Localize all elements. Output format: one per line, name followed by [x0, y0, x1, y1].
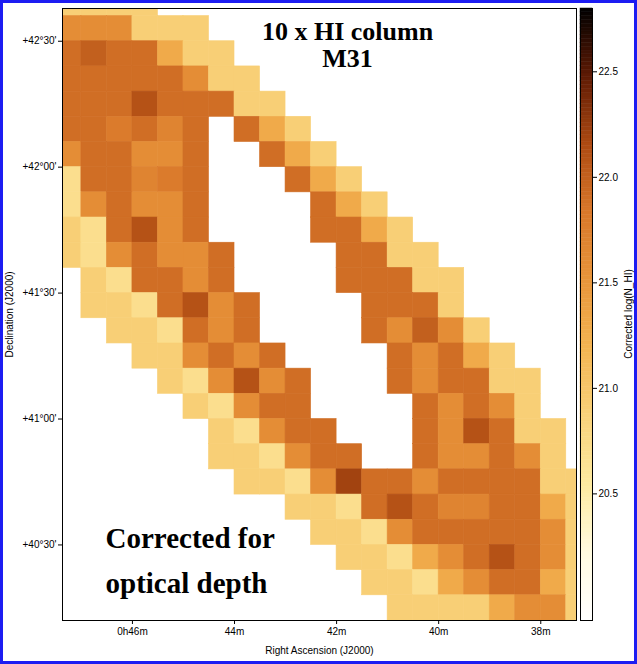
- svg-text:10 x HI columnM31: 10 x HI columnM31: [262, 17, 434, 73]
- svg-text:+40°30': +40°30': [23, 539, 57, 550]
- svg-text:+41°00': +41°00': [23, 413, 57, 424]
- svg-text:+42°00': +42°00': [23, 161, 57, 172]
- svg-text:Corrected foroptical depth: Corrected foroptical depth: [106, 522, 275, 599]
- svg-text:22.0: 22.0: [599, 172, 619, 183]
- svg-text:40m: 40m: [429, 626, 448, 637]
- svg-text:38m: 38m: [531, 626, 550, 637]
- svg-text:+42°30': +42°30': [23, 35, 57, 46]
- svg-text:21.5: 21.5: [599, 277, 619, 288]
- svg-text:Corrected log(N_HI): Corrected log(N_HI): [623, 269, 634, 358]
- svg-text:Right Ascension (J2000): Right Ascension (J2000): [265, 645, 373, 656]
- svg-text:42m: 42m: [327, 626, 346, 637]
- svg-text:44m: 44m: [225, 626, 244, 637]
- svg-text:Declination (J2000): Declination (J2000): [4, 271, 15, 357]
- svg-text:22.5: 22.5: [599, 66, 619, 77]
- svg-text:+41°30': +41°30': [23, 287, 57, 298]
- svg-text:20.5: 20.5: [599, 488, 619, 499]
- svg-text:21.0: 21.0: [599, 383, 619, 394]
- svg-text:0h46m: 0h46m: [117, 626, 148, 637]
